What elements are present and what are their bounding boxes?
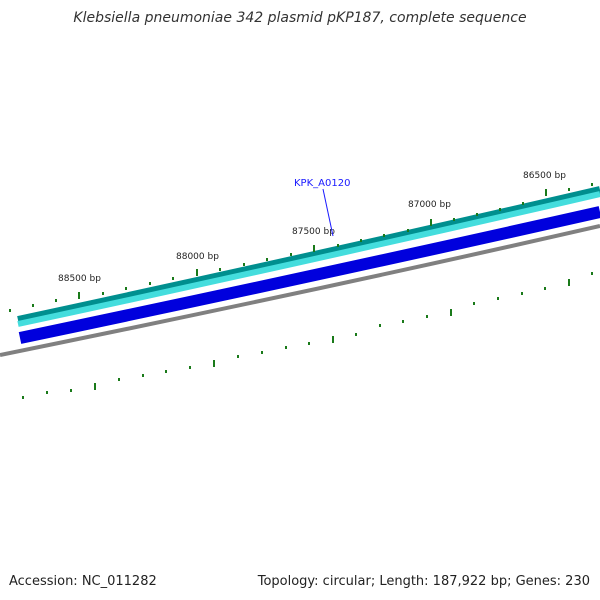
tick-label-88500: 88500 bp: [58, 274, 101, 284]
feature-track-outer: [17, 186, 600, 324]
tick-label-87500: 87500 bp: [292, 227, 335, 237]
gene-track: [18, 206, 600, 344]
map-title: Klebsiella pneumoniae 342 plasmid pKP187…: [73, 10, 527, 26]
lower-ticks: [22, 272, 593, 399]
tick-label-88000: 88000 bp: [176, 252, 219, 262]
feature-track-outer-fill: [17, 191, 600, 327]
tick-label-87000: 87000 bp: [408, 200, 451, 210]
gene-label-kpk-a0120[interactable]: KPK_A0120: [294, 178, 350, 189]
gene-label-leader: [322, 188, 334, 237]
topology-summary: Topology: circular; Length: 187,922 bp; …: [257, 574, 590, 589]
accession-text: Accession: NC_011282: [9, 574, 157, 589]
backbone-track: [0, 224, 600, 357]
upper-ticks: [9, 183, 593, 312]
tick-label-86500: 86500 bp: [523, 171, 566, 181]
